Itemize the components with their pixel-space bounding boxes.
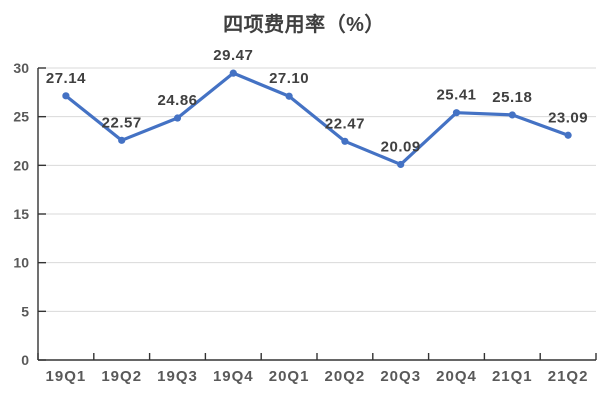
data-label: 22.57	[102, 114, 142, 131]
x-tick-label: 21Q1	[492, 368, 533, 385]
data-point-marker	[341, 137, 349, 145]
data-point-marker	[397, 160, 405, 169]
data-label: 23.09	[548, 109, 588, 126]
data-point-marker	[229, 69, 237, 77]
data-label: 27.10	[269, 70, 309, 87]
y-tick-label: 5	[21, 303, 29, 319]
chart-title: 四项费用率（%）	[223, 14, 385, 36]
x-tick-label: 19Q1	[46, 368, 87, 385]
data-label: 20.09	[381, 138, 421, 155]
x-tick-label: 20Q4	[436, 368, 477, 385]
data-point-marker	[564, 131, 572, 139]
y-tick-label: 0	[21, 352, 29, 368]
data-label: 27.14	[46, 70, 86, 87]
x-tick-label: 20Q2	[325, 368, 366, 385]
data-point-marker	[173, 114, 182, 122]
x-tick-label: 19Q3	[157, 368, 198, 385]
data-label: 24.86	[157, 92, 197, 109]
x-tick-label: 20Q1	[269, 368, 310, 385]
y-tick-label: 30	[13, 60, 29, 76]
data-point-marker	[118, 136, 126, 144]
x-tick-label: 19Q2	[101, 368, 142, 385]
x-tick-label: 21Q2	[548, 368, 589, 385]
data-point-marker	[62, 92, 70, 100]
y-tick-label: 25	[13, 109, 29, 125]
data-point-marker	[508, 111, 516, 119]
y-tick-label: 15	[13, 206, 29, 222]
data-label: 25.18	[492, 89, 532, 106]
data-label: 29.47	[213, 47, 253, 64]
data-point-marker	[285, 92, 293, 100]
x-tick-label: 20Q3	[380, 368, 421, 385]
x-tick-label: 19Q4	[213, 368, 254, 385]
series-line	[64, 71, 570, 167]
data-label: 25.41	[436, 87, 476, 104]
y-tick-label: 20	[13, 157, 29, 173]
data-point-marker	[452, 109, 461, 117]
y-tick-label: 10	[13, 255, 29, 271]
data-label: 22.47	[325, 115, 365, 132]
